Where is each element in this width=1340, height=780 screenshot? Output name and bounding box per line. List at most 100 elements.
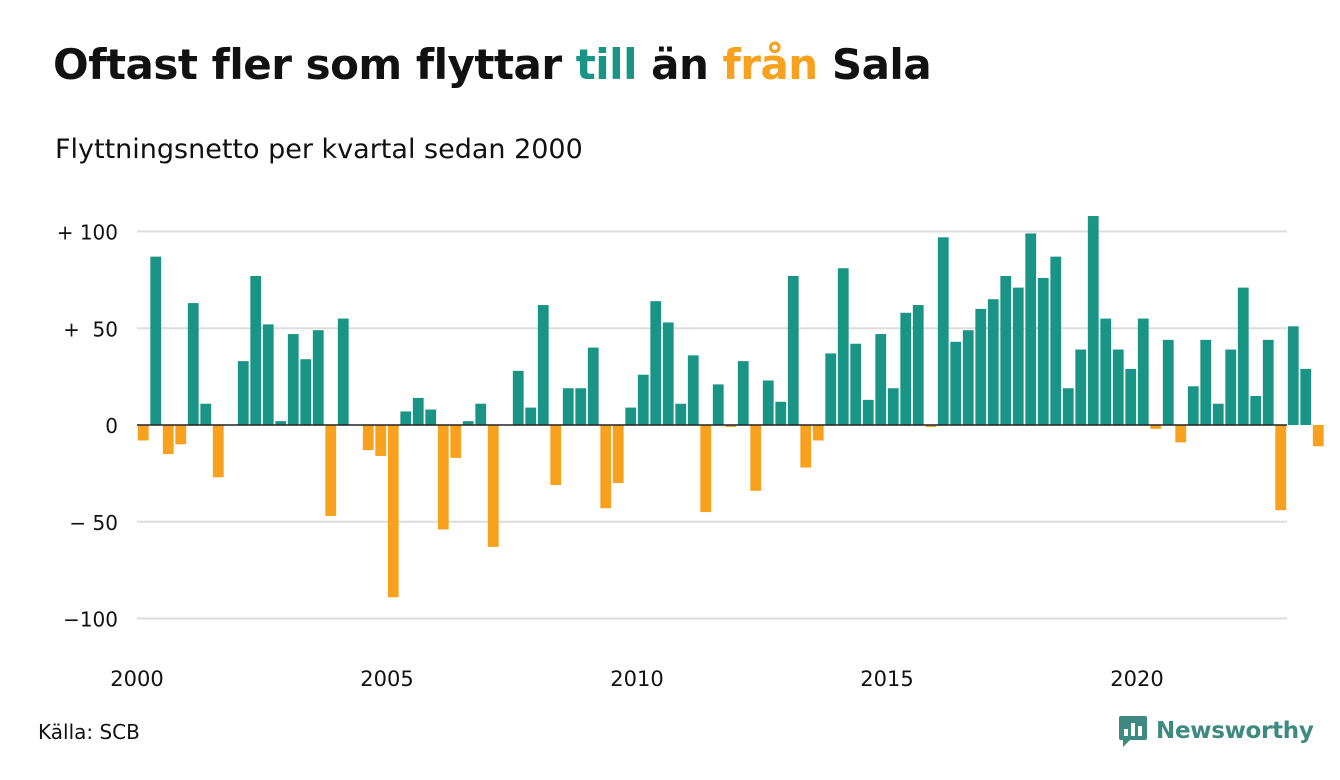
bar-40 (637, 374, 649, 425)
title-part-fran: från (722, 40, 818, 89)
bar-79 (1125, 368, 1137, 425)
bar-67 (975, 308, 987, 425)
bar-37 (600, 425, 612, 509)
bar-22 (412, 397, 424, 425)
bar-87 (1225, 349, 1237, 425)
y-tick-label: −100 (63, 608, 118, 632)
bar-55 (825, 353, 837, 425)
bar-34 (562, 388, 574, 426)
bar-49 (750, 425, 762, 491)
bar-52 (787, 276, 799, 425)
bar-41 (650, 301, 662, 425)
x-tick-label: 2005 (360, 667, 413, 691)
y-tick-label: − 50 (69, 511, 118, 535)
chart-subtitle: Flyttningsnetto per kvartal sedan 2000 (55, 134, 583, 165)
bar-77 (1100, 318, 1112, 425)
bar-61 (900, 312, 912, 425)
bar-48 (737, 361, 749, 425)
bar-14 (312, 330, 324, 425)
bar-18 (362, 425, 374, 451)
x-tick-label: 2020 (1110, 667, 1163, 691)
bar-23 (425, 409, 437, 425)
bar-66 (962, 330, 974, 425)
bar-63 (925, 425, 937, 427)
bar-73 (1050, 256, 1062, 425)
bar-54 (812, 425, 824, 441)
bar-74 (1062, 388, 1074, 426)
bar-57 (850, 343, 862, 425)
bar-32 (537, 305, 549, 425)
x-axis-tick-labels: 2000 2005 2010 2015 2020 (110, 667, 1163, 691)
bar-38 (612, 425, 624, 484)
bar-47 (725, 425, 737, 427)
bar-91 (1275, 425, 1287, 511)
bar-39 (625, 407, 637, 425)
bar-42 (662, 322, 674, 425)
bar-36 (587, 347, 599, 425)
bar-31 (525, 407, 537, 425)
bar-56 (837, 268, 849, 425)
bar-27 (475, 403, 487, 425)
bar-21 (400, 411, 412, 425)
bar-71 (1025, 233, 1037, 425)
bar-85 (1200, 339, 1212, 425)
bar-1 (150, 256, 162, 425)
chart-bubble-icon (1119, 716, 1147, 747)
bar-19 (375, 425, 387, 456)
x-tick-label: 2015 (860, 667, 913, 691)
y-tick-label: + 50 (63, 317, 118, 341)
bar-65 (950, 341, 962, 425)
bar-62 (912, 305, 924, 425)
bar-53 (800, 425, 812, 468)
bar-12 (287, 334, 299, 426)
bar-64 (937, 237, 949, 425)
bar-80 (1137, 318, 1149, 425)
x-tick-label: 2000 (110, 667, 163, 691)
bar-2 (162, 425, 174, 455)
bar-26 (462, 421, 474, 425)
bar-6 (212, 425, 224, 478)
chart-title: Oftast fler som flyttar till än från Sal… (53, 40, 932, 89)
bar-59 (875, 334, 887, 426)
logo-text: Newsworthy (1156, 718, 1314, 744)
bar-58 (862, 399, 874, 426)
bar-8 (237, 361, 249, 425)
bar-24 (437, 425, 449, 530)
bar-51 (775, 401, 787, 425)
title-part-till: till (575, 40, 638, 89)
bar-69 (1000, 276, 1012, 425)
bar-16 (337, 318, 349, 425)
bar-60 (887, 388, 899, 426)
bar-25 (450, 425, 462, 458)
bar-46 (712, 384, 724, 425)
y-axis-tick-labels: + 100 + 50 0 − 50 −100 (57, 221, 118, 632)
bar-13 (300, 359, 312, 425)
bar-75 (1075, 349, 1087, 425)
bar-28 (487, 425, 499, 547)
bar-90 (1262, 339, 1274, 425)
bar-35 (575, 388, 587, 426)
bar-76 (1087, 216, 1099, 425)
bar-0 (137, 425, 149, 441)
bar-3 (175, 425, 187, 445)
y-tick-label: 0 (105, 414, 118, 438)
newsworthy-logo: Newsworthy (1118, 714, 1314, 748)
bar-88 (1237, 287, 1249, 425)
bar-43 (675, 403, 687, 425)
bar-9 (250, 276, 262, 425)
bar-72 (1037, 277, 1049, 425)
bar-30 (512, 370, 524, 425)
title-part-5: Sala (817, 40, 932, 89)
bar-78 (1112, 349, 1124, 425)
bar-82 (1162, 339, 1174, 425)
bar-44 (687, 355, 699, 425)
bar-11 (275, 421, 287, 425)
bar-45 (700, 425, 712, 513)
bar-93 (1300, 368, 1312, 425)
bar-70 (1012, 287, 1024, 425)
bar-81 (1150, 425, 1162, 429)
bar-15 (325, 425, 337, 516)
bar-84 (1187, 386, 1199, 425)
bar-10 (262, 324, 274, 425)
